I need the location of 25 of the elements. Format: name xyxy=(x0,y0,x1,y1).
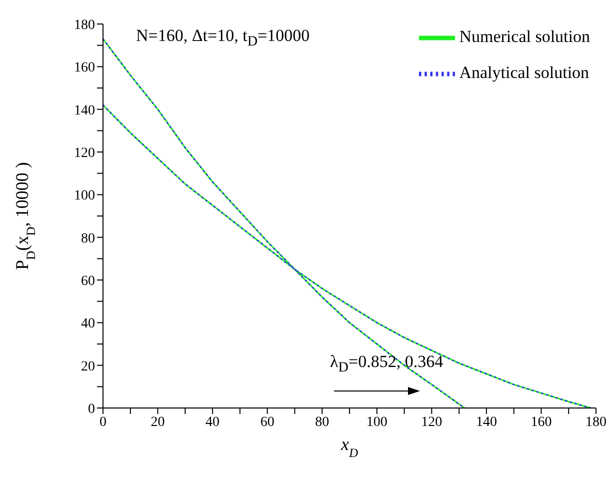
x-tick-label: 140 xyxy=(476,414,497,430)
x-tick-label: 120 xyxy=(421,414,442,430)
annotation: λ$_{D}$=0.852, 0.364 xyxy=(330,352,444,376)
y-tick-label: 100 xyxy=(74,188,95,204)
x-tick-label: 80 xyxy=(315,414,330,430)
legend-label: Numerical solution xyxy=(459,26,590,46)
y-tick-label: 140 xyxy=(74,103,95,118)
x-tick-label: 0 xyxy=(100,414,106,430)
y-tick-label: 60 xyxy=(81,274,95,289)
annotation: N=160, Δt=10, t$_{D}$=10000 xyxy=(136,26,310,50)
x-axis-title: x$_{D}$ xyxy=(340,434,358,460)
x-tick-label: 180 xyxy=(586,414,606,430)
x-tick-label: 160 xyxy=(530,414,552,430)
y-tick-label: 40 xyxy=(81,316,95,332)
y-tick-label: 0 xyxy=(88,402,95,417)
x-tick-label: 40 xyxy=(206,414,220,430)
y-tick-label: 80 xyxy=(81,231,95,246)
y-tick-label: 160 xyxy=(74,60,95,76)
y-tick-label: 180 xyxy=(74,18,95,33)
x-tick-label: 20 xyxy=(150,414,165,430)
y-tick-label: 120 xyxy=(74,146,95,161)
y-tick-label: 20 xyxy=(81,359,95,374)
x-tick-label: 100 xyxy=(366,414,388,430)
x-tick-label: 60 xyxy=(260,414,274,430)
legend-label: Analytical solution xyxy=(459,62,590,82)
